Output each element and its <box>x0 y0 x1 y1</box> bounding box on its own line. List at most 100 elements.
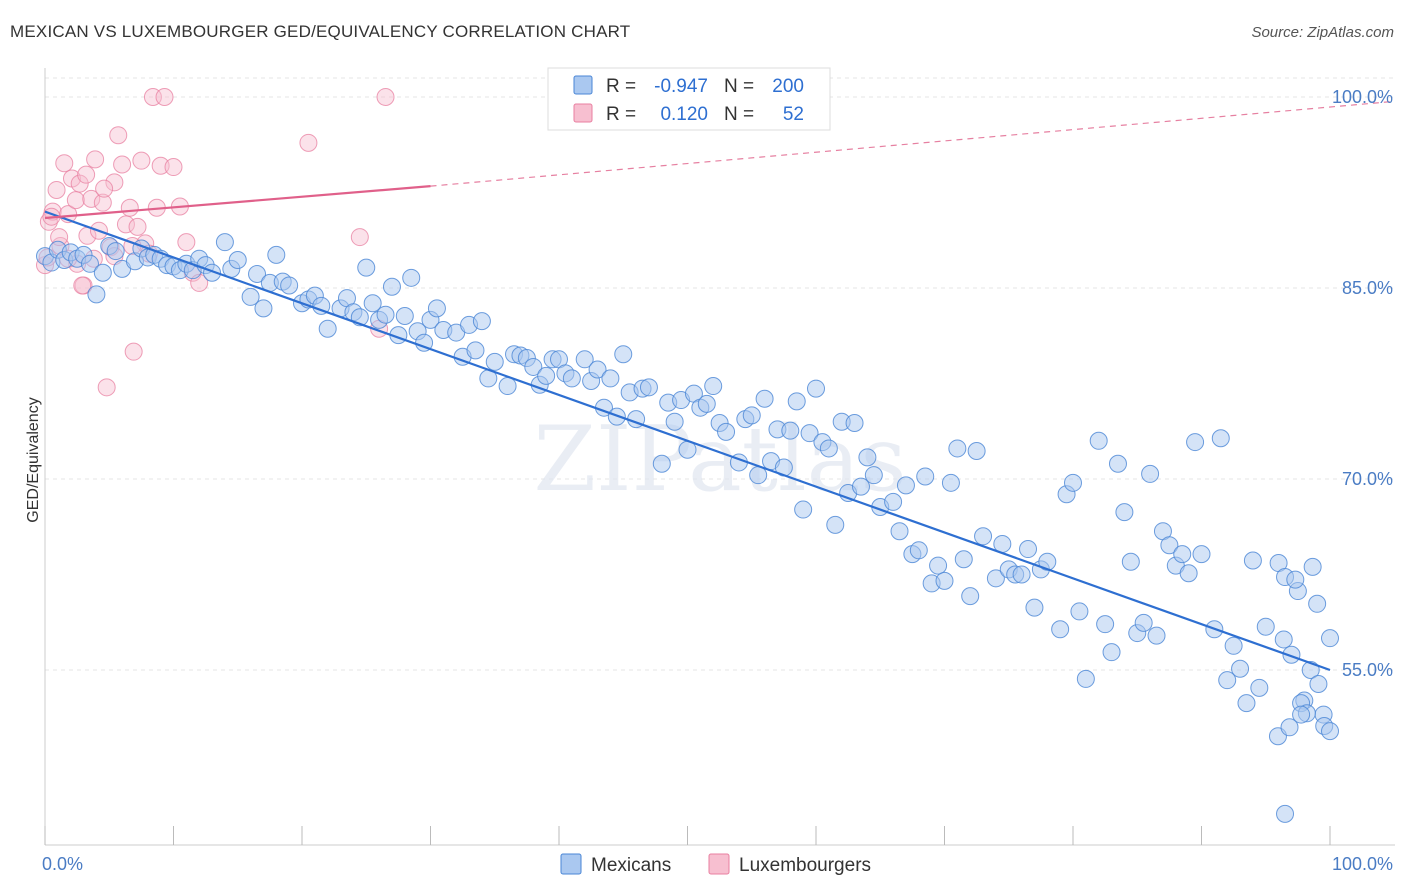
mexican-point-109 <box>800 424 819 443</box>
mexican-point-89 <box>665 412 684 431</box>
mexican-point-33 <box>267 245 286 264</box>
mexican-point-133 <box>961 587 980 606</box>
mexican-point-128 <box>929 556 948 575</box>
mexican-point-172 <box>1237 694 1256 713</box>
mexican-point-112 <box>819 439 838 458</box>
mexican-point-48 <box>376 305 395 324</box>
mexican-point-135 <box>974 527 993 546</box>
luxembourger-point-38 <box>77 165 96 184</box>
mexican-point-61 <box>466 341 485 360</box>
legend-swatch-mexicans <box>573 75 593 95</box>
luxembourger-point-25 <box>132 151 151 170</box>
mexican-point-142 <box>1025 598 1044 617</box>
luxembourger-point-16 <box>97 378 116 397</box>
luxembourger-point-24 <box>128 217 147 236</box>
mexican-point-30 <box>248 264 267 283</box>
mexican-point-174 <box>1250 678 1269 697</box>
legend-r-label-1: R = <box>606 76 636 97</box>
mexican-point-39 <box>312 296 331 315</box>
mexican-point-151 <box>1096 615 1115 634</box>
luxembourger-point-18 <box>105 173 124 192</box>
legend: R = -0.947 N = 200 R = 0.120 N = 52 <box>547 67 831 131</box>
mexican-point-132 <box>954 550 973 569</box>
mexican-point-150 <box>1089 431 1108 450</box>
mexican-point-97 <box>717 422 736 441</box>
bottom-legend: Mexicans Luxembourgers <box>560 853 871 876</box>
mexican-point-196 <box>1292 705 1311 724</box>
mexican-point-56 <box>427 299 446 318</box>
mexican-point-82 <box>614 345 633 364</box>
mexicans-trendline <box>44 210 1331 672</box>
luxembourgers-trendline <box>44 185 431 220</box>
legend-r-label-2: R = <box>606 104 636 125</box>
mexican-point-145 <box>1051 620 1070 639</box>
mexican-point-108 <box>794 500 813 519</box>
mexican-point-76 <box>575 350 594 369</box>
y-tick-label-2: 85.0% <box>1342 278 1393 298</box>
mexican-point-169 <box>1218 671 1237 690</box>
mexican-point-131 <box>948 439 967 458</box>
mexican-point-9 <box>93 263 112 282</box>
mexican-point-166 <box>1192 545 1211 564</box>
legend-n-label-2: N = <box>724 104 754 125</box>
trendlines <box>44 101 1391 672</box>
luxembourger-point-34 <box>177 233 196 252</box>
mexican-point-11 <box>106 242 125 261</box>
mexican-point-140 <box>1012 565 1031 584</box>
mexican-point-168 <box>1211 429 1230 448</box>
mexican-point-154 <box>1115 503 1134 522</box>
luxembourger-point-39 <box>95 179 114 198</box>
luxembourger-point-12 <box>82 189 101 208</box>
mexican-point-134 <box>967 441 986 460</box>
luxembourger-point-15 <box>93 193 112 212</box>
mexicans-points <box>36 233 1339 823</box>
mexican-point-161 <box>1160 536 1179 555</box>
mexican-point-130 <box>941 473 960 492</box>
bottom-legend-swatch-luxembourgers <box>708 853 730 875</box>
luxembourger-point-44 <box>299 133 318 152</box>
mexican-point-195 <box>1276 804 1295 823</box>
mexican-point-136 <box>986 569 1005 588</box>
mexican-point-171 <box>1231 659 1250 678</box>
mexican-point-126 <box>916 467 935 486</box>
mexican-point-147 <box>1064 473 1082 492</box>
mexican-point-106 <box>781 421 800 440</box>
mexican-point-49 <box>382 277 401 296</box>
mexican-point-69 <box>524 357 543 376</box>
luxembourger-point-43 <box>350 228 369 247</box>
mexican-point-173 <box>1243 551 1262 570</box>
luxembourger-point-13 <box>86 150 105 169</box>
legend-n-value-1: 200 <box>772 76 804 97</box>
mexican-point-159 <box>1147 626 1166 645</box>
mexican-point-110 <box>807 379 825 398</box>
mexican-point-125 <box>909 541 928 560</box>
mexican-point-94 <box>697 394 716 413</box>
legend-r-value-1: -0.947 <box>654 76 708 97</box>
mexican-point-178 <box>1282 645 1301 664</box>
mexican-point-163 <box>1173 545 1192 564</box>
mexican-point-40 <box>318 319 337 338</box>
luxembourger-point-23 <box>124 342 143 361</box>
y-tick-label-1: 70.0% <box>1342 469 1393 489</box>
mexican-point-26 <box>215 233 234 252</box>
mexican-point-113 <box>826 515 845 534</box>
axes <box>44 68 1395 846</box>
mexican-point-45 <box>357 258 376 277</box>
y-tick-label-3: 100.0% <box>1332 87 1393 107</box>
mexican-point-186 <box>1274 630 1293 649</box>
mexican-point-182 <box>1308 594 1327 613</box>
luxembourgers-points <box>36 88 395 397</box>
legend-n-label-1: N = <box>724 76 754 97</box>
y-axis-label: GED/Equivalency <box>25 397 42 522</box>
mexican-point-80 <box>601 369 620 388</box>
mexican-point-7 <box>80 254 99 273</box>
mexican-point-153 <box>1108 454 1127 473</box>
mexican-point-149 <box>1076 669 1095 688</box>
mexican-point-8 <box>87 285 106 304</box>
luxembourger-point-45 <box>376 88 395 106</box>
mexican-point-29 <box>241 287 260 306</box>
mexican-point-187 <box>1280 718 1299 737</box>
x-tick-labels: 0.0% 100.0% <box>42 854 1393 874</box>
mexican-point-25 <box>203 263 222 282</box>
